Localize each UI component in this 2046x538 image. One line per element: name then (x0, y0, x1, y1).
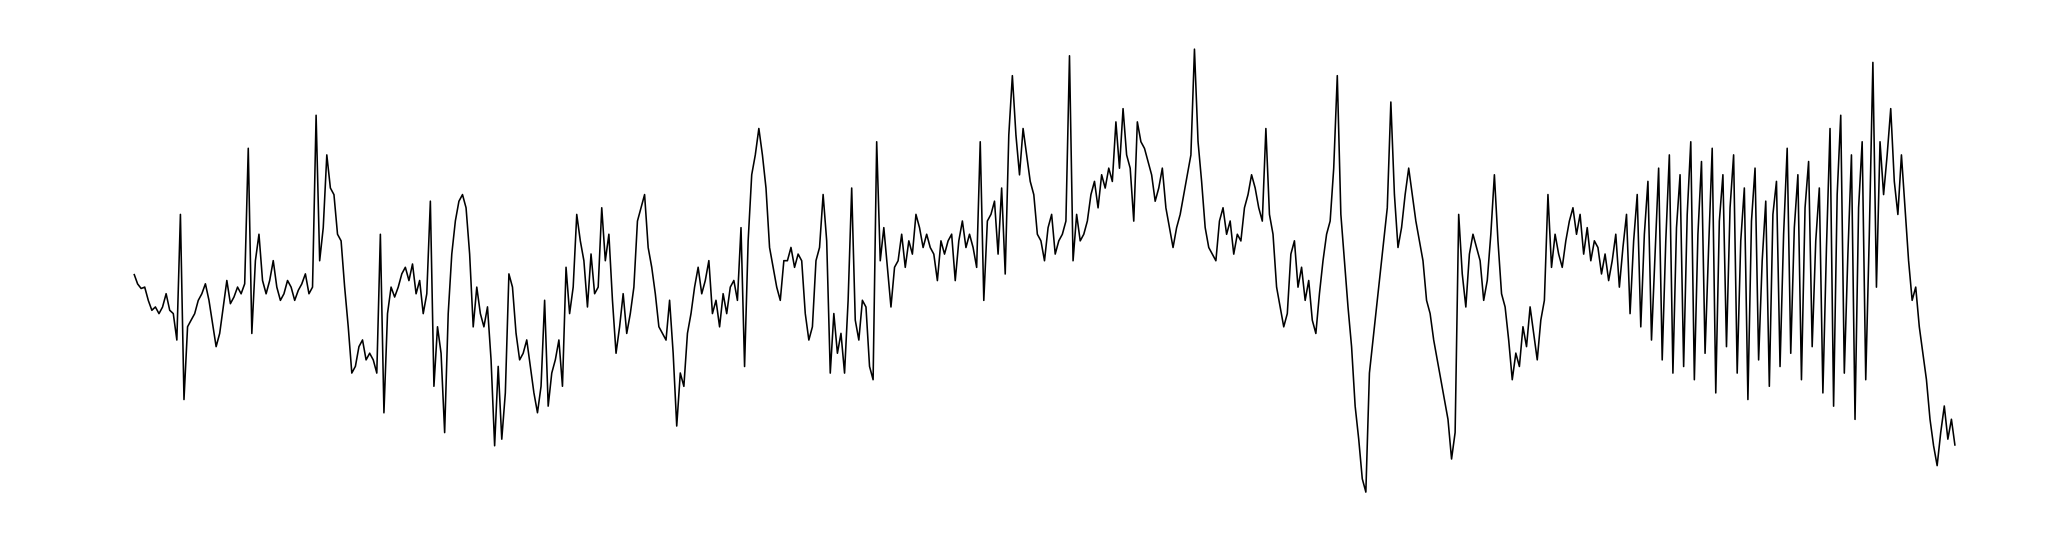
series-line-0 (133, 48, 1956, 493)
series-layer (133, 48, 1956, 493)
